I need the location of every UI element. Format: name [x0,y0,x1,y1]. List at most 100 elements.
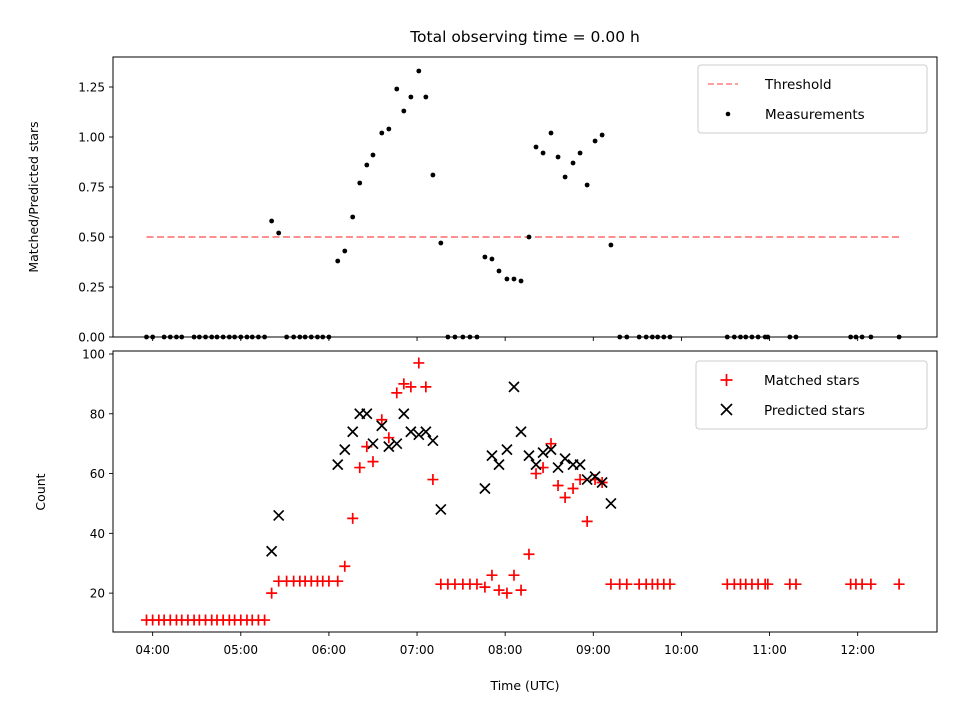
matched-star-point [762,578,774,590]
matched-star-point [398,378,410,390]
matched-star-point [471,578,483,590]
measurement-point [357,180,363,186]
x-tick-label: 05:00 [223,643,258,657]
x-axis-label: Time (UTC) [489,678,559,693]
y-tick-label: 0.25 [78,281,105,295]
matched-star-point [427,474,439,486]
y-tick-label: 0.75 [78,181,105,195]
predicted-star-point [347,426,359,438]
matched-star-point [391,387,403,399]
top-y-axis-label: Matched/Predicted stars [26,121,41,272]
matched-star-point [347,512,359,524]
predicted-star-point [508,381,520,393]
matched-star-point [367,456,379,468]
matched-star-point [574,474,586,486]
predicted-star-point [361,408,373,420]
bottom-legend-box [695,360,928,430]
measurement-point [511,276,517,282]
bottom-axes-frame [112,350,938,633]
measurement-point [570,160,576,166]
predicted-star-point [332,458,344,471]
predicted-star-point [420,426,432,438]
predicted-star-point [405,426,417,438]
chart-title: Total observing time = 0.00 h [409,28,640,46]
measurement-point [276,230,282,236]
y-tick-label: 1.00 [78,131,105,145]
predicted-star-point [552,461,564,474]
matched-star-point [501,587,513,599]
matched-star-point [530,468,542,480]
top-series [144,68,902,340]
threshold-legend-label: Threshold [764,77,832,93]
predicted-star-point [376,420,388,432]
matched-star-point [790,578,802,590]
matched-star-point [559,491,571,503]
matched-star-point [581,515,593,527]
predicted-legend-label: Predicted stars [764,403,865,419]
matched-legend-label: Matched stars [764,373,860,389]
predicted-star-point [391,438,403,450]
matched-star-point [621,578,633,590]
top-plot: 0.00 0.25 0.50 0.75 1.00 1.25 Matched/Predict… [26,56,938,345]
bottom-legend: Matched stars Predicted stars [695,360,928,430]
matched-star-point [493,584,505,596]
measurement-point [482,254,488,260]
matched-star-point [552,480,564,492]
matched-star-point [508,569,520,581]
x-tick-label: 11:00 [752,643,787,657]
predicted-star-point [266,545,278,557]
measurement-point [379,130,385,136]
predicted-star-point [427,435,439,447]
matched-legend-swatch [720,374,733,386]
measurement-point [489,256,495,262]
matched-star-point [354,462,366,474]
measurement-point [540,150,546,156]
measurement-point [416,68,422,74]
matched-star-point [420,381,432,393]
measurement-point [438,240,444,246]
y-tick-label: 60 [90,467,105,481]
predicted-star-point [435,503,447,516]
measurement-point [608,242,614,248]
predicted-legend-swatch [720,403,733,416]
matched-star-point [865,578,877,590]
top-legend: Threshold Measurements [697,64,928,134]
predicted-star-point [398,408,410,420]
measurement-point [599,132,605,138]
y-tick-label: 0.00 [78,331,105,345]
predicted-star-point [273,509,285,522]
y-tick-label: 0.50 [78,231,105,245]
measurement-point [423,94,429,100]
x-tick-label: 09:00 [576,643,611,657]
matched-star-point [332,575,344,587]
predicted-star-point [367,438,379,450]
measurement-point [562,174,568,180]
matched-star-point [567,483,579,495]
measurement-point [577,150,583,156]
x-tick-label: 07:00 [400,643,435,657]
top-axis-ticks: 0.00 0.25 0.50 0.75 1.00 1.25 [78,81,859,345]
predicted-star-point [493,458,505,471]
top-axes-frame [112,56,938,338]
measurement-point [533,144,539,150]
measurement-point [496,268,502,274]
matched-star-point [664,578,676,590]
predicted-star-point [479,482,491,495]
measurement-point [504,276,510,282]
measurement-point [592,138,598,144]
measurement-point [335,258,341,264]
predicted-star-point [581,473,593,486]
matched-star-point [479,581,491,593]
measurement-point [342,248,348,254]
matched-star-point [486,569,498,581]
measurement-point [394,86,400,92]
measurement-point [370,152,376,158]
predicted-star-point [413,429,425,441]
measurement-point [269,218,275,224]
matched-star-point [266,587,278,599]
bottom-plot: 04:00 05:00 06:00 07:00 08:00 09:00 10:00 11:00… [33,347,938,693]
measurement-point [555,154,561,160]
x-tick-label: 04:00 [135,643,170,657]
predicted-star-point [605,497,617,510]
matched-star-point [383,432,395,444]
